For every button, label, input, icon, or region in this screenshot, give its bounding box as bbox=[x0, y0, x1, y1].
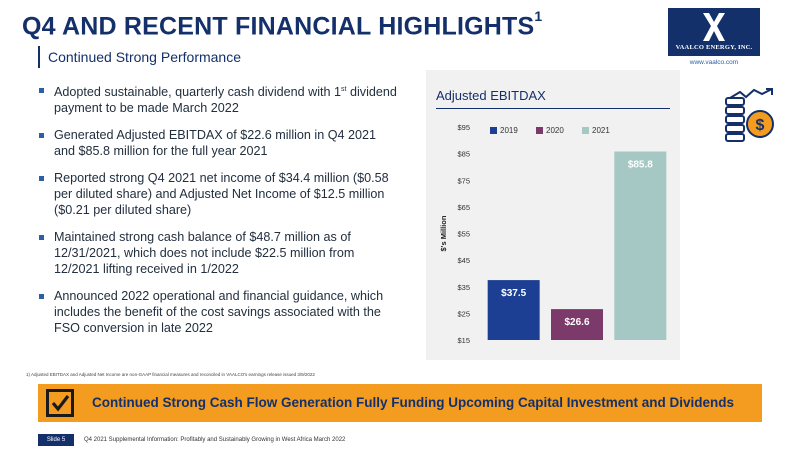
svg-text:$: $ bbox=[756, 117, 765, 134]
y-tick-label: $55 bbox=[457, 230, 470, 239]
bullet-text: Adopted sustainable, quarterly cash divi… bbox=[54, 85, 342, 100]
list-item: Generated Adjusted EBITDAX of $22.6 mill… bbox=[38, 127, 398, 159]
page-title-text: Q4 AND RECENT FINANCIAL HIGHLIGHTS bbox=[22, 12, 535, 41]
bar-2019 bbox=[487, 280, 540, 340]
ebitdax-bar-chart: $15 $25 $35 $45 $55 $65 $75 $85 $95 $'s Million $3… bbox=[439, 123, 667, 345]
highlights-list: Adopted sustainable, quarterly cash divi… bbox=[38, 82, 398, 347]
legend-label: 2019 bbox=[500, 126, 518, 135]
bullet-text: Announced 2022 operational and financial… bbox=[54, 289, 384, 336]
bar-2021 bbox=[614, 151, 667, 340]
page-subtitle: Continued Strong Performance bbox=[38, 46, 241, 68]
company-logo: VAALCO ENERGY, INC. bbox=[668, 8, 760, 56]
banner-text: Continued Strong Cash Flow Generation Fu… bbox=[92, 395, 735, 410]
page-title: Q4 AND RECENT FINANCIAL HIGHLIGHTS1 bbox=[22, 8, 542, 41]
y-tick-label: $85 bbox=[457, 150, 470, 159]
cash-growth-icon: $ bbox=[725, 88, 774, 142]
y-tick-label: $25 bbox=[457, 309, 470, 318]
footnote: 1) Adjusted EBITDAX and Adjusted Net Inc… bbox=[26, 372, 315, 377]
list-item: Adopted sustainable, quarterly cash divi… bbox=[38, 82, 398, 116]
y-tick-label: $75 bbox=[457, 176, 470, 185]
y-tick-label: $15 bbox=[457, 336, 470, 345]
bullet-text: Reported strong Q4 2021 net income of $3… bbox=[54, 171, 389, 218]
logo-company-name: VAALCO ENERGY, INC. bbox=[675, 44, 753, 51]
y-tick-label: $45 bbox=[457, 256, 470, 265]
list-item: Reported strong Q4 2021 net income of $3… bbox=[38, 170, 398, 218]
slide-number: Slide 5 bbox=[38, 434, 74, 446]
vaalco-logo-icon bbox=[703, 13, 725, 41]
title-footnote-marker: 1 bbox=[534, 8, 543, 24]
y-tick-label: $35 bbox=[457, 283, 470, 292]
company-url: www.vaalco.com bbox=[689, 59, 739, 66]
checkmark-icon bbox=[46, 389, 74, 417]
legend-swatch bbox=[536, 127, 543, 134]
y-tick-label: $65 bbox=[457, 203, 470, 212]
chart-title-rule bbox=[436, 108, 670, 109]
bar-2020 bbox=[551, 309, 603, 340]
legend-swatch bbox=[490, 127, 497, 134]
legend-label: 2020 bbox=[546, 126, 564, 135]
y-axis-label: $'s Million bbox=[439, 215, 448, 251]
list-item: Maintained strong cash balance of $48.7 … bbox=[38, 229, 398, 277]
chart-title: Adjusted EBITDAX bbox=[436, 88, 546, 103]
bar-value-label: $26.6 bbox=[564, 317, 589, 328]
y-tick-label: $95 bbox=[457, 123, 470, 132]
list-item: Announced 2022 operational and financial… bbox=[38, 288, 398, 336]
bar-value-label: $37.5 bbox=[501, 288, 526, 299]
legend-swatch bbox=[582, 127, 589, 134]
bullet-sup: st bbox=[341, 86, 347, 93]
legend-label: 2021 bbox=[592, 126, 610, 135]
highlight-banner: Continued Strong Cash Flow Generation Fu… bbox=[38, 384, 762, 422]
ebitdax-chart-panel: Adjusted EBITDAX $15 $25 $35 $45 $55 $65 $75 $8… bbox=[426, 70, 680, 360]
footer-text: Q4 2021 Supplemental Information: Profit… bbox=[84, 437, 346, 443]
bullet-text-cont: dividend payment to be made March 2022 bbox=[54, 85, 397, 116]
bar-value-label: $85.8 bbox=[628, 159, 653, 170]
bullet-text: Generated Adjusted EBITDAX of $22.6 mill… bbox=[54, 128, 377, 159]
bullet-text: Maintained strong cash balance of $48.7 … bbox=[54, 230, 355, 277]
